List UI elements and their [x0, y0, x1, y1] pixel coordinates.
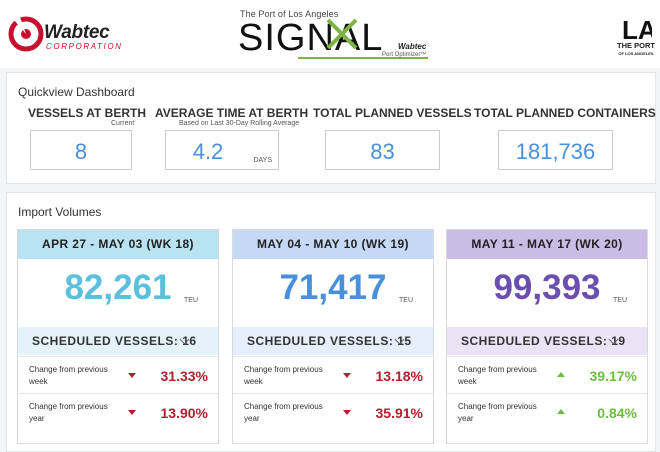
change-row-year: Change from previous year 0.84% — [447, 393, 647, 429]
week-total-teu: 99,393 — [493, 268, 601, 307]
kpi-sub-average-time: Based on Last 30-Day Rolling Average — [179, 120, 300, 127]
week-header: MAY 04 - MAY 10 (WK 19) — [233, 230, 433, 259]
app-header: Wabtec CORPORATION The Port of Los Angel… — [0, 0, 660, 68]
change-label: Change from previous year — [29, 402, 108, 423]
kpi-sub-vessels-at-berth: Current — [111, 120, 135, 127]
week-total-teu: 71,417 — [279, 268, 387, 307]
change-label: Change from previous week — [458, 365, 537, 386]
wabtec-logo-icon — [8, 16, 44, 52]
change-row-week: Change from previous week 31.33% — [18, 356, 218, 392]
signal-wordmark: SIGNAL — [238, 17, 383, 59]
kpi-value: 83 — [370, 139, 395, 164]
scheduled-vessels-dropdown[interactable]: SCHEDULED VESSELS: 16 — [18, 327, 218, 355]
quickview-panel: Quickview Dashboard VESSELS AT BERTH Cur… — [6, 72, 656, 184]
change-row-year: Change from previous year 35.91% — [233, 393, 433, 429]
kpi-card-total-planned-containers: 181,736 — [498, 130, 613, 170]
change-row-year: Change from previous year 13.90% — [18, 393, 218, 429]
change-label: Change from previous week — [244, 365, 323, 386]
arrow-up-icon — [557, 409, 565, 414]
arrow-up-icon — [557, 372, 565, 377]
week-card-wk18: APR 27 - MAY 03 (WK 18) 82,261 TEU SCHED… — [17, 229, 219, 444]
scheduled-vessels-label: SCHEDULED VESSELS: 19 — [461, 334, 626, 348]
la-mark: LA — [622, 15, 652, 42]
teu-unit: TEU — [399, 297, 413, 304]
week-total-teu: 82,261 — [64, 268, 172, 307]
la-port-text: THE PORT — [617, 41, 655, 50]
change-label: Change from previous week — [29, 365, 108, 386]
teu-unit: TEU — [184, 297, 198, 304]
kpi-card-average-time: 4.2 DAYS — [165, 130, 279, 170]
port-la-logo-icon: LA — [622, 15, 652, 42]
la-sub-text: OF LOS ANGELES — [618, 51, 654, 56]
quickview-title: Quickview Dashboard — [18, 85, 135, 99]
arrow-down-icon — [343, 373, 351, 378]
scheduled-vessels-label: SCHEDULED VESSELS: 16 — [32, 334, 197, 348]
change-percent: 13.90% — [160, 405, 208, 421]
import-volumes-title: Import Volumes — [18, 205, 102, 219]
kpi-value: 181,736 — [515, 139, 596, 164]
signal-port-text: The Port of Los Angeles — [240, 9, 339, 19]
change-percent: 31.33% — [160, 368, 208, 384]
kpi-label-total-planned-containers: TOTAL PLANNED CONTAINERS — [474, 106, 656, 120]
change-label: Change from previous year — [458, 402, 537, 423]
scheduled-vessels-dropdown[interactable]: SCHEDULED VESSELS: 15 — [233, 327, 433, 355]
arrow-down-icon — [128, 373, 136, 378]
change-label: Change from previous year — [244, 402, 323, 423]
kpi-label-total-planned-vessels: TOTAL PLANNED VESSELS — [313, 106, 472, 120]
kpi-card-vessels-at-berth: 8 — [30, 130, 132, 170]
signal-brand-text: Wabtec — [398, 42, 427, 51]
change-row-week: Change from previous week 39.17% — [447, 356, 647, 392]
change-percent: 13.18% — [375, 368, 423, 384]
week-header: MAY 11 - MAY 17 (WK 20) — [447, 230, 647, 259]
week-header: APR 27 - MAY 03 (WK 18) — [18, 230, 218, 259]
kpi-unit: DAYS — [253, 157, 272, 164]
change-percent: 0.84% — [597, 405, 637, 421]
teu-unit: TEU — [613, 297, 627, 304]
kpi-label-average-time: AVERAGE TIME AT BERTH — [155, 106, 309, 120]
change-percent: 35.91% — [375, 405, 423, 421]
wabtec-wordmark: Wabtec — [44, 22, 110, 43]
wabtec-corporation-text: CORPORATION — [46, 42, 123, 51]
arrow-down-icon — [343, 410, 351, 415]
change-row-week: Change from previous week 13.18% — [233, 356, 433, 392]
arrow-down-icon — [128, 410, 136, 415]
change-percent: 39.17% — [589, 368, 637, 384]
week-card-wk20: MAY 11 - MAY 17 (WK 20) 99,393 TEU SCHED… — [446, 229, 648, 444]
scheduled-vessels-label: SCHEDULED VESSELS: 15 — [247, 334, 412, 348]
kpi-card-total-planned-vessels: 83 — [325, 130, 440, 170]
kpi-value: 8 — [74, 139, 88, 164]
week-card-wk19: MAY 04 - MAY 10 (WK 19) 71,417 TEU SCHED… — [232, 229, 434, 444]
kpi-value: 4.2 — [192, 139, 224, 164]
scheduled-vessels-dropdown[interactable]: SCHEDULED VESSELS: 19 — [447, 327, 647, 355]
signal-logo: SIGNAL — [238, 17, 428, 59]
kpi-label-vessels-at-berth: VESSELS AT BERTH — [28, 106, 147, 120]
signal-product-text: Port Optimizer™ — [382, 52, 427, 58]
